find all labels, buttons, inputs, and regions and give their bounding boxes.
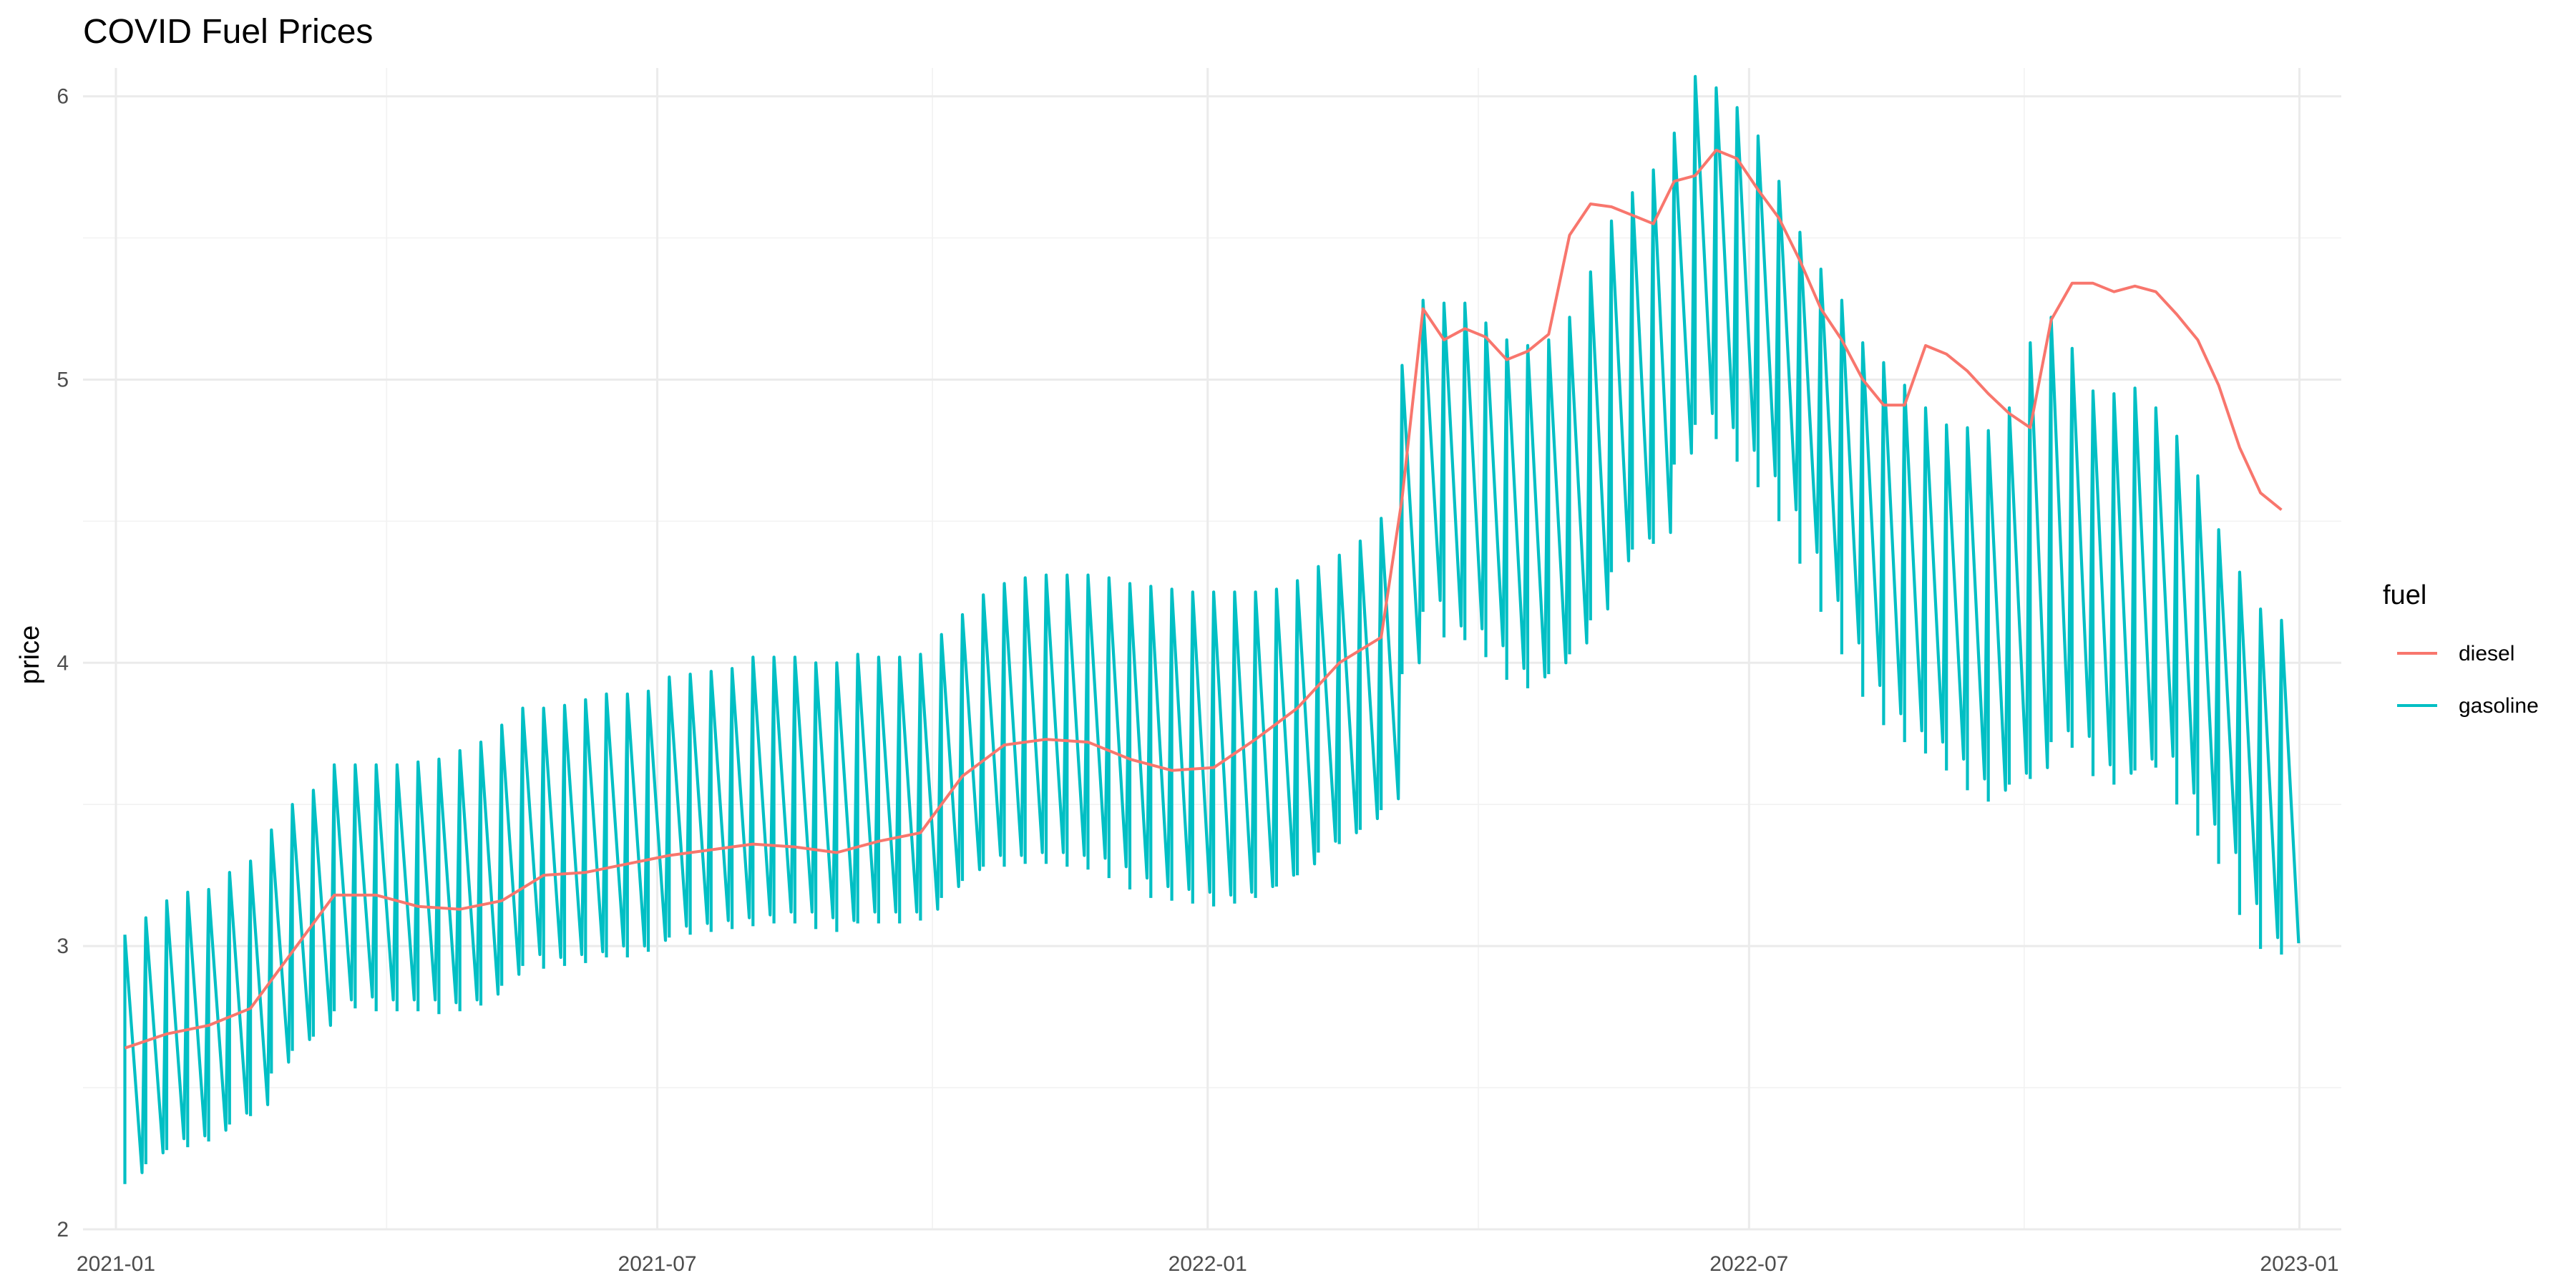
y-tick-label: 6 — [57, 85, 69, 109]
legend-title: fuel — [2383, 580, 2426, 610]
series-line-gasoline — [123, 74, 2301, 1184]
chart-title: COVID Fuel Prices — [83, 13, 373, 51]
x-tick-label: 2021-01 — [77, 1252, 155, 1276]
x-axis: 2021-01 2021-07 2022-01 2022-07 2023-01 — [77, 1252, 2339, 1276]
y-axis-title: price — [15, 625, 45, 684]
y-tick-label: 2 — [57, 1218, 69, 1241]
x-tick-label: 2022-01 — [1169, 1252, 1247, 1276]
x-tick-label: 2023-01 — [2260, 1252, 2338, 1276]
y-axis: 2 3 4 5 6 — [57, 85, 69, 1241]
major-gridlines — [83, 68, 2341, 1231]
plot-area — [123, 74, 2301, 1184]
y-tick-label: 3 — [57, 935, 69, 958]
x-tick-label: 2022-07 — [1709, 1252, 1788, 1276]
series-line-diesel — [124, 148, 2283, 1050]
legend-label-gasoline: gasoline — [2459, 694, 2539, 718]
y-tick-label: 4 — [57, 651, 69, 675]
legend-label-diesel: diesel — [2459, 642, 2514, 665]
legend: fuel diesel gasoline — [2383, 580, 2539, 718]
y-tick-label: 5 — [57, 368, 69, 391]
x-tick-label: 2021-07 — [618, 1252, 697, 1276]
